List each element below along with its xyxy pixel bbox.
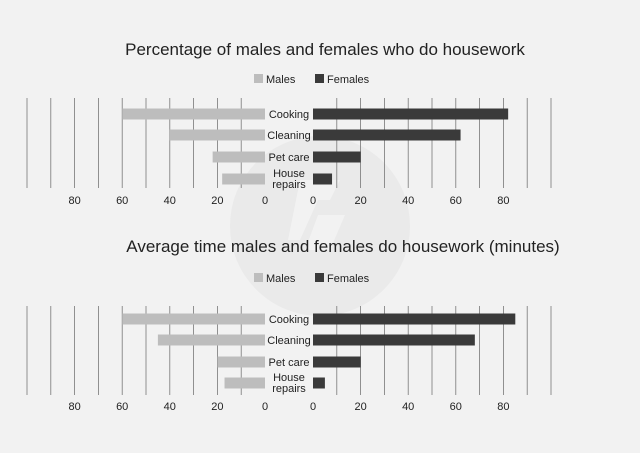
legend-label-males: Males <box>266 74 296 86</box>
bar-females-cleaning <box>313 129 461 141</box>
bars <box>122 313 516 389</box>
tick-label-right: 40 <box>402 195 414 207</box>
bar-males-pet-care <box>217 356 265 368</box>
tick-label-left: 20 <box>211 401 223 413</box>
tick-label-left: 60 <box>116 195 128 207</box>
chart-title: Percentage of males and females who do h… <box>125 40 525 59</box>
tick-label-left: 20 <box>211 195 223 207</box>
chart-title: Average time males and females do housew… <box>126 237 559 256</box>
tick-label-right: 0 <box>310 401 316 413</box>
category-label: Cleaning <box>267 130 310 142</box>
tick-label-right: 40 <box>402 401 414 413</box>
watermark-logo <box>230 136 410 316</box>
legend: Males Females <box>254 273 370 285</box>
legend-label-females: Females <box>327 74 370 86</box>
bar-females-house-repairs <box>313 377 325 389</box>
bar-females-pet-care <box>313 356 361 368</box>
legend-label-males: Males <box>266 273 296 285</box>
legend-swatch-females <box>315 273 324 282</box>
category-label: Cooking <box>269 314 309 326</box>
category-label: Pet care <box>269 357 310 369</box>
tick-label-left: 60 <box>116 401 128 413</box>
category-labels: Cooking Cleaning Pet care House repairs <box>267 314 310 395</box>
bar-males-pet-care <box>212 151 265 163</box>
tick-label-left: 80 <box>68 195 80 207</box>
bar-males-cleaning <box>169 129 265 141</box>
tick-label-right: 20 <box>354 195 366 207</box>
category-label: House repairs <box>272 372 306 395</box>
tick-label-right: 60 <box>450 195 462 207</box>
tick-label-left: 40 <box>164 401 176 413</box>
legend-swatch-females <box>315 74 324 83</box>
bar-males-cleaning <box>157 334 265 346</box>
bar-females-house-repairs <box>313 173 333 185</box>
tick-labels: 80 60 40 20 0 0 20 40 60 80 <box>68 401 509 413</box>
tick-label-right: 80 <box>497 195 509 207</box>
bars <box>122 108 509 185</box>
tick-label-right: 0 <box>310 195 316 207</box>
tick-label-left: 0 <box>262 195 268 207</box>
tick-label-right: 20 <box>354 401 366 413</box>
category-labels: Cooking Cleaning Pet care House repairs <box>267 109 310 191</box>
bar-females-cooking <box>313 313 516 325</box>
bar-males-house-repairs <box>224 377 265 389</box>
tick-labels: 80 60 40 20 0 0 20 40 60 80 <box>68 195 509 207</box>
tick-label-left: 40 <box>164 195 176 207</box>
category-label: Pet care <box>269 152 310 164</box>
category-label: Cooking <box>269 109 309 121</box>
legend-swatch-males <box>254 74 263 83</box>
bar-females-cleaning <box>313 334 475 346</box>
bar-males-cooking <box>122 313 265 325</box>
tick-label-left: 0 <box>262 401 268 413</box>
bar-females-pet-care <box>313 151 361 163</box>
legend-swatch-males <box>254 273 263 282</box>
bar-females-cooking <box>313 108 509 120</box>
bar-males-cooking <box>122 108 265 120</box>
category-label: Cleaning <box>267 335 310 347</box>
legend-label-females: Females <box>327 273 370 285</box>
bar-males-house-repairs <box>222 173 265 185</box>
chart-percentage: Percentage of males and females who do h… <box>26 40 552 207</box>
chart-average-time: Average time males and females do housew… <box>26 237 560 413</box>
tick-label-right: 80 <box>497 401 509 413</box>
tick-label-right: 60 <box>450 401 462 413</box>
tick-label-left: 80 <box>68 401 80 413</box>
legend: Males Females <box>254 74 370 86</box>
category-label: House repairs <box>272 168 306 191</box>
